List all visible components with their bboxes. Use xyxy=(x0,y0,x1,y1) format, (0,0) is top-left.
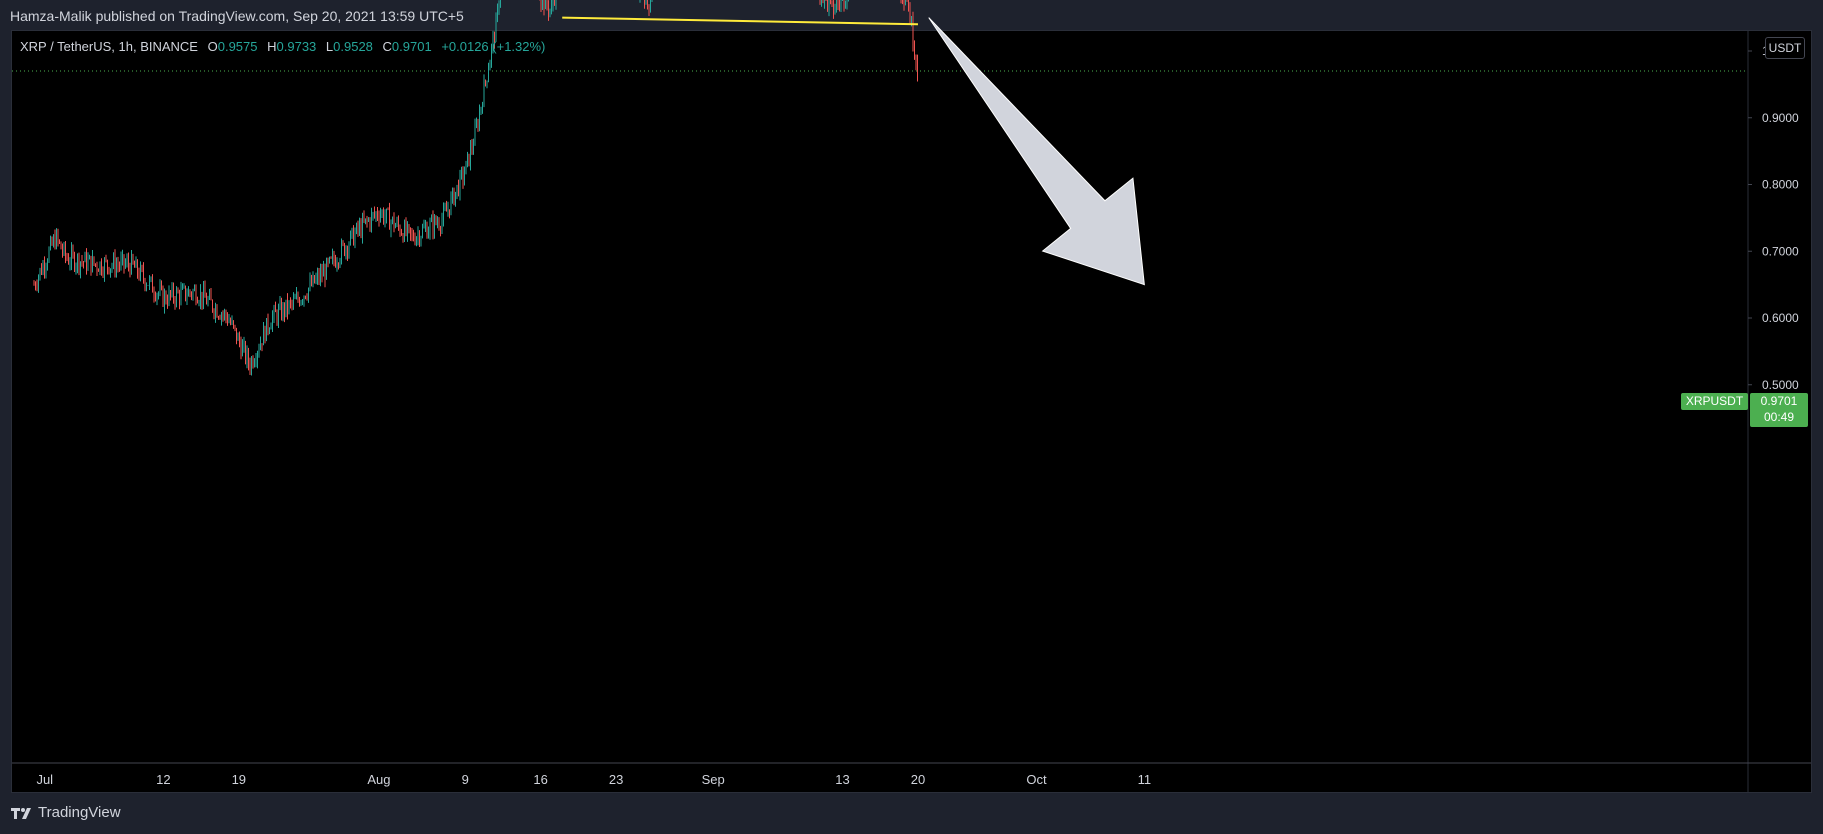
x-tick-label: 12 xyxy=(156,772,170,787)
x-tick-label: Oct xyxy=(1026,772,1047,787)
currency-badge[interactable]: USDT xyxy=(1765,37,1805,59)
y-tick-label: 0.7000 xyxy=(1762,244,1799,258)
chart-frame[interactable] xyxy=(11,30,1812,793)
legend-open-label: O xyxy=(207,39,218,54)
y-tick-label: 0.6000 xyxy=(1762,311,1799,325)
trendline xyxy=(562,16,918,26)
legend-change: +0.0126 (+1.32%) xyxy=(441,39,546,54)
legend-open-value: 0.9575 xyxy=(217,39,258,54)
x-tick-label: Jul xyxy=(36,772,53,787)
brand-name: TradingView xyxy=(38,804,121,821)
legend-low-value: 0.9528 xyxy=(333,39,373,54)
last-price-tag: 0.9701 00:49 xyxy=(1750,393,1808,427)
candles xyxy=(33,0,918,376)
bearish-arrow-shape xyxy=(928,17,1145,286)
bottom-bar: TradingView xyxy=(0,793,1823,834)
x-tick-label: 13 xyxy=(835,772,849,787)
publisher-text: Hamza-Malik published on TradingView.com… xyxy=(10,8,464,24)
y-tick-label: 0.5000 xyxy=(1762,378,1799,392)
tradingview-logo-icon xyxy=(11,807,31,819)
tradingview-brand[interactable]: TradingView xyxy=(10,804,121,821)
legend-low-label: L xyxy=(325,39,334,54)
y-tick-label: 0.9000 xyxy=(1762,111,1799,125)
last-price-countdown: 00:49 xyxy=(1763,410,1795,424)
x-tick-label: 23 xyxy=(609,772,623,787)
legend-symbol: XRP / TetherUS, 1h, BINANCE xyxy=(20,39,198,54)
x-tick-label: 19 xyxy=(232,772,246,787)
last-price-symbol-tag: XRPUSDT xyxy=(1681,393,1748,410)
legend-high-label: H xyxy=(267,39,277,54)
x-tick-label: 20 xyxy=(911,772,925,787)
x-tick-label: 11 xyxy=(1138,772,1152,787)
legend-close-label: C xyxy=(382,39,392,54)
x-tick-label: 9 xyxy=(462,772,469,787)
x-tick-label: Aug xyxy=(367,772,390,787)
x-tick-label: 16 xyxy=(533,772,547,787)
x-tick-label: Sep xyxy=(702,772,725,787)
last-price-value: 0.9701 xyxy=(1760,394,1798,408)
y-tick-label: 0.8000 xyxy=(1762,178,1799,192)
legend-close-value: 0.9701 xyxy=(391,39,432,54)
chart-legend: XRP / TetherUS, 1h, BINANCE O0.9575 H0.9… xyxy=(20,39,545,54)
legend-high-value: 0.9733 xyxy=(276,39,317,54)
